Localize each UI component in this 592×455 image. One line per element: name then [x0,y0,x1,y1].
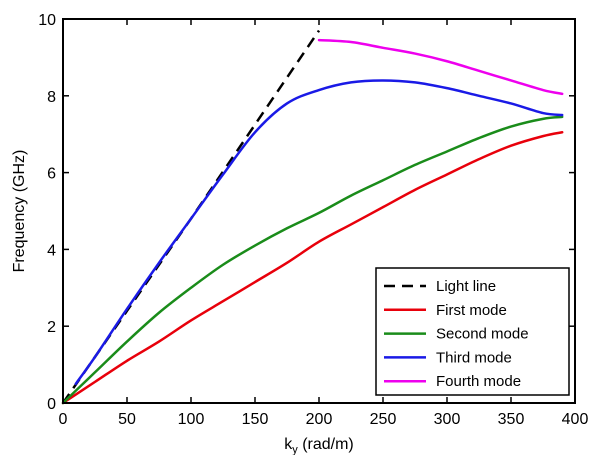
x-axis-title-subscript: y [292,444,298,455]
series-line-5 [317,38,564,96]
y-tick-label: 8 [47,89,56,106]
x-tick-label: 250 [370,411,397,428]
legend-label: Third mode [436,349,512,366]
legend-box [375,267,570,396]
x-axis-title-unit: (rad/m) [298,436,354,453]
y-tick-label: 6 [47,166,56,183]
y-tick-label: 4 [47,242,56,259]
series-line-4 [74,79,564,386]
x-tick-label: 400 [562,411,589,428]
legend-label: Light line [436,278,496,295]
y-tick-label: 10 [38,12,56,29]
x-tick-label: 300 [434,411,461,428]
tick-labels-layer: 0 50 100 150 200 250 300 350 400 0 2 4 6 8 10 [38,12,588,428]
x-axis-title-main: k [284,436,293,453]
legend: Light line First mode Second mode Third mod… [375,267,570,396]
x-axis-title: ky (rad/m) [284,436,354,455]
x-tick-label: 350 [498,411,525,428]
series-line-2 [61,131,564,405]
legend-label: Fourth mode [436,373,521,390]
legend-label: Second mode [436,326,529,343]
ticks-layer [62,18,576,404]
x-tick-label: 50 [118,411,136,428]
series-layer [61,29,564,405]
x-tick-label: 200 [306,411,333,428]
series-line-3 [61,115,564,405]
x-tick-label: 100 [178,411,205,428]
legend-label: First mode [436,302,507,319]
y-tick-label: 2 [47,319,56,336]
y-axis-title: Frequency (GHz) [11,150,28,273]
x-tick-label: 150 [242,411,269,428]
x-tick-label: 0 [59,411,68,428]
y-tick-label: 0 [47,396,56,413]
